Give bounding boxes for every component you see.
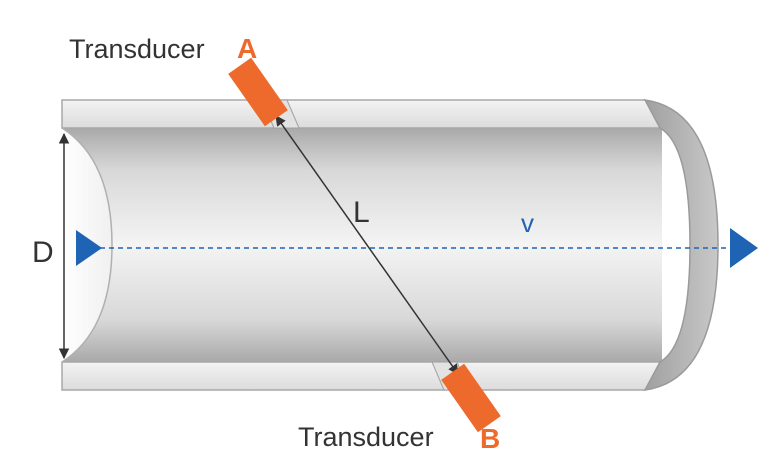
pipe-left-opening-edge — [61, 127, 113, 363]
transducer-a-label: Transducer — [69, 34, 205, 64]
transducer-a — [228, 57, 288, 127]
diameter-label: D — [32, 236, 54, 269]
transducer-b-label: Transducer — [298, 422, 434, 452]
path-length-label: L — [353, 196, 370, 229]
pipe-top-wall — [61, 99, 661, 129]
velocity-label: v — [521, 208, 534, 238]
transducer-b-letter: B — [480, 423, 500, 454]
pipe-end-rim — [643, 99, 719, 391]
pipe — [61, 99, 719, 391]
triangle-right-icon — [730, 228, 758, 268]
sound-path-line — [275, 115, 459, 375]
transducer-a-letter: A — [237, 33, 257, 64]
transducer-b — [441, 363, 501, 433]
pipe-bottom-wall — [61, 361, 661, 391]
triangle-right-icon — [76, 230, 102, 266]
pipe-inner-bore — [62, 128, 662, 362]
